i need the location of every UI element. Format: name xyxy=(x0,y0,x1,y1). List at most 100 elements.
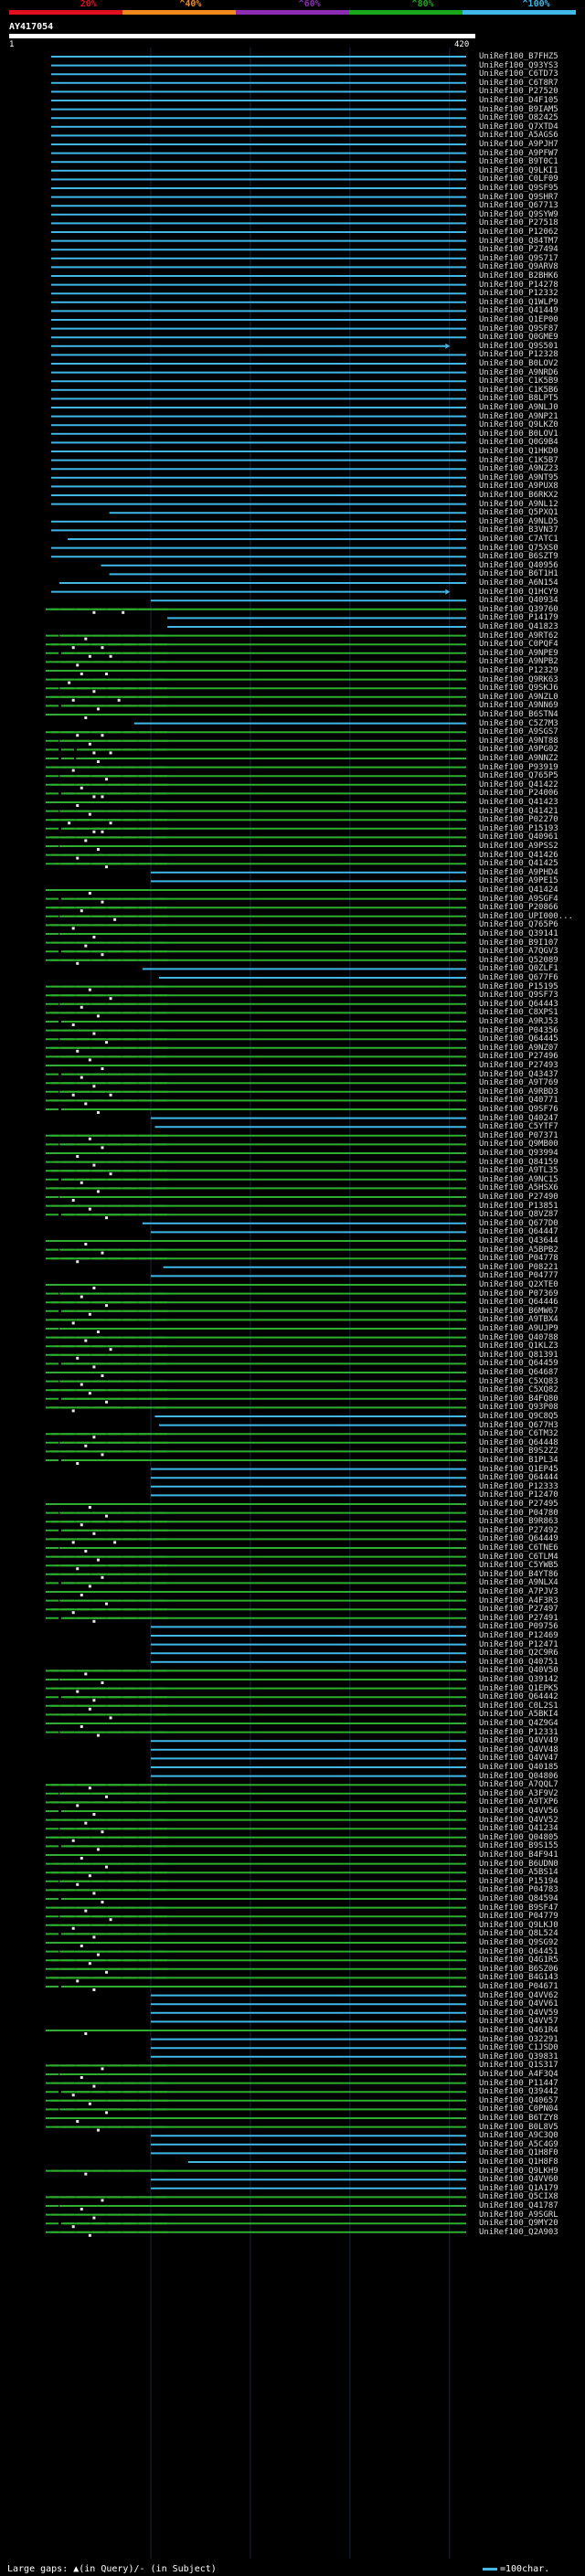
hit-label[interactable]: UniRef100_P27493 xyxy=(479,1061,558,1070)
hit-label[interactable]: UniRef100_Q4VV48 xyxy=(479,1744,558,1754)
hit-label[interactable]: UniRef100_Q41234 xyxy=(479,1824,558,1834)
hit-label[interactable]: UniRef100_C1K5B9 xyxy=(479,376,558,387)
hit-label[interactable]: UniRef100_C6TD73 xyxy=(479,69,558,80)
hit-label[interactable]: UniRef100_C6TM32 xyxy=(479,1429,558,1439)
hit-label[interactable]: UniRef100_B4YT86 xyxy=(479,1569,558,1579)
hit-label[interactable]: UniRef100_Q84TM7 xyxy=(479,236,558,246)
hit-label[interactable]: UniRef100_P27495 xyxy=(479,1500,558,1509)
hit-label[interactable]: UniRef100_A5BPB2 xyxy=(479,1245,558,1255)
hit-label[interactable]: UniRef100_Q1A179 xyxy=(479,2183,558,2193)
hit-label[interactable]: UniRef100_P04671 xyxy=(479,1982,558,1991)
hit-label[interactable]: UniRef100_Q2A903 xyxy=(479,2227,558,2237)
hit-label[interactable]: UniRef100_Q43437 xyxy=(479,1069,558,1079)
hit-label[interactable]: UniRef100_C5Z7M3 xyxy=(479,718,558,728)
hit-label[interactable]: UniRef100_P04779 xyxy=(479,1912,558,1922)
hit-label[interactable]: UniRef100_Q93994 xyxy=(479,1149,558,1158)
hit-label[interactable]: UniRef100_Q40V50 xyxy=(479,1666,558,1676)
hit-label[interactable]: UniRef100_P11447 xyxy=(479,2078,558,2088)
hit-label[interactable]: UniRef100_Q4VV47 xyxy=(479,1754,558,1764)
hit-label[interactable]: UniRef100_Q64459 xyxy=(479,1359,558,1369)
hit-label[interactable]: UniRef100_Q1EPK5 xyxy=(479,1683,558,1693)
hit-label[interactable]: UniRef100_Q0GME9 xyxy=(479,333,558,343)
hit-label[interactable]: UniRef100_B9R863 xyxy=(479,1517,558,1527)
hit-label[interactable]: UniRef100_B6SZT9 xyxy=(479,552,558,562)
hit-label[interactable]: UniRef100_Q5PXQ1 xyxy=(479,508,558,518)
hit-label[interactable]: UniRef100_P04356 xyxy=(479,1025,558,1035)
hit-label[interactable]: UniRef100_A9NL12 xyxy=(479,499,558,509)
hit-label[interactable]: UniRef100_Q1S317 xyxy=(479,2061,558,2071)
hit-label[interactable]: UniRef100_A9PHD4 xyxy=(479,867,558,877)
hit-label[interactable]: UniRef100_P04780 xyxy=(479,1508,558,1518)
hit-label[interactable]: UniRef100_A9PG02 xyxy=(479,745,558,755)
hit-label[interactable]: UniRef100_P24006 xyxy=(479,789,558,799)
hit-label[interactable]: UniRef100_Q1H8F0 xyxy=(479,2148,558,2158)
hit-label[interactable]: UniRef100_Q41421 xyxy=(479,806,558,816)
hit-label[interactable]: UniRef100_Q40247 xyxy=(479,1113,558,1123)
hit-label[interactable]: UniRef100_Q39831 xyxy=(479,2051,558,2062)
hit-label[interactable]: UniRef100_P12331 xyxy=(479,1727,558,1737)
hit-label[interactable]: UniRef100_C8XPS1 xyxy=(479,1008,558,1018)
hit-label[interactable]: UniRef100_C5XQ82 xyxy=(479,1385,558,1395)
hit-label[interactable]: UniRef100_P27520 xyxy=(479,87,558,97)
hit-label[interactable]: UniRef100_A5HSX6 xyxy=(479,1183,558,1193)
hit-label[interactable]: UniRef100_Q0G9B4 xyxy=(479,438,558,448)
hit-label[interactable]: UniRef100_Q93YS3 xyxy=(479,60,558,70)
hit-label[interactable]: UniRef100_C0L2S1 xyxy=(479,1701,558,1711)
hit-label[interactable]: UniRef100_B4FQ80 xyxy=(479,1394,558,1404)
hit-label[interactable]: UniRef100_Q40751 xyxy=(479,1657,558,1667)
hit-label[interactable]: UniRef100_Q64447 xyxy=(479,1227,558,1237)
hit-label[interactable]: UniRef100_Q461R4 xyxy=(479,2026,558,2035)
hit-label[interactable]: UniRef100_Q43644 xyxy=(479,1236,558,1246)
hit-label[interactable]: UniRef100_Q9LKI1 xyxy=(479,165,558,175)
hit-label[interactable]: UniRef100_Q9S501 xyxy=(479,341,558,351)
hit-label[interactable]: UniRef100_P04783 xyxy=(479,1885,558,1895)
hit-label[interactable]: UniRef100_P14278 xyxy=(479,280,558,290)
hit-label[interactable]: UniRef100_Q4VV59 xyxy=(479,2008,558,2018)
hit-label[interactable]: UniRef100_P93919 xyxy=(479,762,558,772)
hit-label[interactable]: UniRef100_B6UDN0 xyxy=(479,1859,558,1869)
hit-label[interactable]: UniRef100_Q1EP45 xyxy=(479,1464,558,1474)
hit-label[interactable]: UniRef100_Q9SG92 xyxy=(479,1938,558,1947)
hit-label[interactable]: UniRef100_A9UJP9 xyxy=(479,1324,558,1333)
hit-label[interactable]: UniRef100_Q9LKH9 xyxy=(479,2166,558,2176)
hit-label[interactable]: UniRef100_C7ATC1 xyxy=(479,535,558,544)
hit-label[interactable]: UniRef100_B7FHZ5 xyxy=(479,52,558,61)
hit-label[interactable]: UniRef100_Q4Z9G4 xyxy=(479,1719,558,1728)
hit-label[interactable]: UniRef100_B6SZ06 xyxy=(479,1964,558,1974)
hit-label[interactable]: UniRef100_Q0ZLF1 xyxy=(479,964,558,974)
hit-label[interactable]: UniRef100_P12469 xyxy=(479,1631,558,1640)
hit-label[interactable]: UniRef100_A9PUX8 xyxy=(479,482,558,492)
hit-label[interactable]: UniRef100_Q1HCY9 xyxy=(479,587,558,597)
hit-label[interactable]: UniRef100_A9PSS2 xyxy=(479,842,558,851)
hit-label[interactable]: UniRef100_P27492 xyxy=(479,1525,558,1535)
hit-label[interactable]: UniRef100_P15193 xyxy=(479,823,558,833)
hit-label[interactable]: UniRef100_P12328 xyxy=(479,350,558,360)
hit-label[interactable]: UniRef100_Q40771 xyxy=(479,1096,558,1106)
hit-label[interactable]: UniRef100_C0PN04 xyxy=(479,2104,558,2115)
hit-label[interactable]: UniRef100_A9NT95 xyxy=(479,472,558,482)
hit-label[interactable]: UniRef100_Q9S717 xyxy=(479,253,558,263)
hit-label[interactable]: UniRef100_Q9SYW9 xyxy=(479,209,558,219)
hit-label[interactable]: UniRef100_Q41449 xyxy=(479,306,558,316)
hit-label[interactable]: UniRef100_Q64451 xyxy=(479,1946,558,1956)
hit-label[interactable]: UniRef100_Q40788 xyxy=(479,1332,558,1342)
hit-label[interactable]: UniRef100_B6TZY8 xyxy=(479,2114,558,2123)
hit-label[interactable]: UniRef100_B4G143 xyxy=(479,1973,558,1983)
hit-label[interactable]: UniRef100_B1PL34 xyxy=(479,1456,558,1465)
hit-label[interactable]: UniRef100_Q8VZ87 xyxy=(479,1210,558,1220)
hit-label[interactable]: UniRef100_P27491 xyxy=(479,1613,558,1623)
hit-label[interactable]: UniRef100_B9IAM5 xyxy=(479,104,558,114)
hit-label[interactable]: UniRef100_Q4VV62 xyxy=(479,1990,558,2000)
hit-label[interactable]: UniRef100_A9NC15 xyxy=(479,1174,558,1184)
hit-label[interactable]: UniRef100_A9NPE9 xyxy=(479,648,558,658)
hit-label[interactable]: UniRef100_A9SGF4 xyxy=(479,894,558,904)
hit-label[interactable]: UniRef100_B2BHK6 xyxy=(479,271,558,281)
hit-label[interactable]: UniRef100_A9NZL0 xyxy=(479,692,558,702)
hit-label[interactable]: UniRef100_Q64445 xyxy=(479,1034,558,1044)
hit-label[interactable]: UniRef100_A9NNZ2 xyxy=(479,754,558,763)
hit-label[interactable]: UniRef100_Q2XTE0 xyxy=(479,1280,558,1289)
hit-label[interactable]: UniRef100_B0LOV2 xyxy=(479,359,558,368)
hit-label[interactable]: UniRef100_B6MW67 xyxy=(479,1306,558,1316)
hit-label[interactable]: UniRef100_Q39760 xyxy=(479,604,558,614)
hit-label[interactable]: UniRef100_Q64446 xyxy=(479,1298,558,1308)
